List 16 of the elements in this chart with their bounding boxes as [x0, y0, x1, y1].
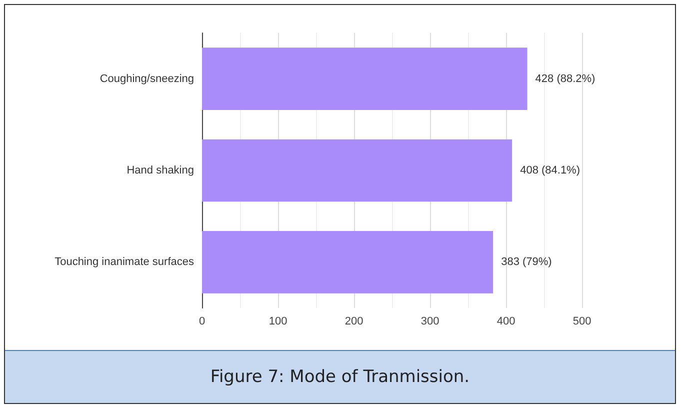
data-label: 428 (88.2%)	[535, 72, 596, 85]
x-tick-label: 400	[496, 316, 516, 328]
y-tick-label: Coughing/sneezing	[100, 72, 194, 85]
data-label: 383 (79%)	[501, 256, 552, 268]
x-tick-label: 500	[572, 316, 592, 328]
x-tick-label: 300	[420, 316, 440, 328]
x-tick-label: 0	[198, 316, 206, 328]
y-tick-label: Touching inanimate surfaces	[54, 256, 194, 268]
data-label: 408 (84.1%)	[520, 164, 580, 176]
x-tick-label: 100	[268, 316, 288, 328]
bar	[202, 231, 494, 294]
y-tick-label: Hand shaking	[126, 164, 194, 176]
caption: Figure 7: Mode of Tranmission.	[5, 350, 675, 403]
bar	[202, 48, 528, 110]
x-tick-label: 200	[344, 316, 364, 328]
bar	[202, 139, 512, 202]
